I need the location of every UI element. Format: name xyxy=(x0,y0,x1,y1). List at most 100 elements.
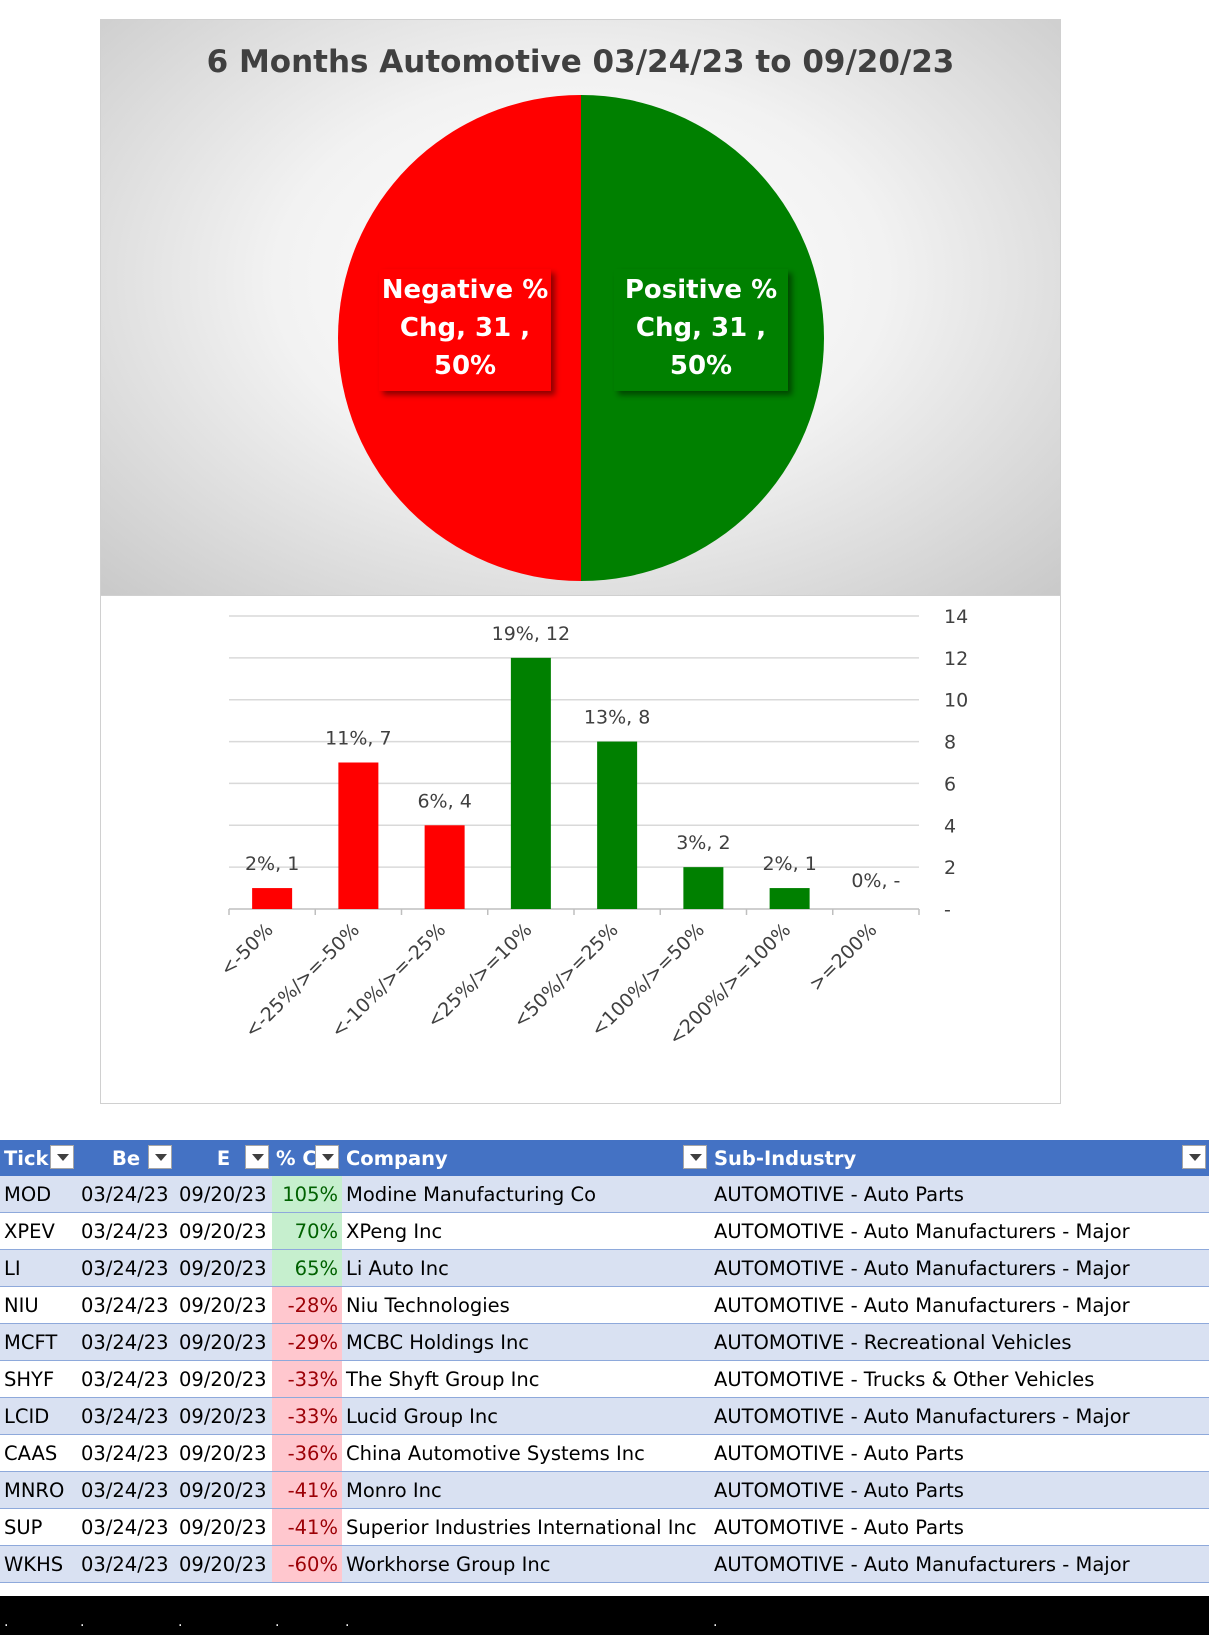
cell-sub-industry[interactable]: AUTOMOTIVE - Auto Manufacturers - Major xyxy=(710,1286,1209,1324)
filter-dropdown-icon[interactable] xyxy=(315,1145,339,1169)
cell-company[interactable]: Li Auto Inc xyxy=(342,1249,710,1287)
cell-sub-industry[interactable]: AUTOMOTIVE - Recreational Vehicles xyxy=(710,1323,1209,1361)
table-row[interactable]: LCID 03/24/23 09/20/23 -33% Lucid Group Inc A… xyxy=(0,1397,1209,1435)
cell-company[interactable]: Monro Inc xyxy=(342,1471,710,1509)
cell-begin-date[interactable]: 03/24/23 xyxy=(77,1434,175,1472)
bar-6 xyxy=(769,888,810,909)
cell-company[interactable]: China Automotive Systems Inc xyxy=(342,1434,710,1472)
cell-ticker[interactable]: MCFT xyxy=(0,1323,77,1361)
cell-sub-industry[interactable]: AUTOMOTIVE - Auto Manufacturers - Major xyxy=(710,1249,1209,1287)
cell-pct-change[interactable]: 70% xyxy=(272,1212,342,1250)
table-row[interactable]: SHYF 03/24/23 09/20/23 -33% The Shyft Group … xyxy=(0,1360,1209,1398)
cell-company[interactable]: Workhorse Group Inc xyxy=(342,1545,710,1583)
filter-dropdown-icon[interactable] xyxy=(245,1145,269,1169)
bar-data-label: 19%, 12 xyxy=(492,623,571,645)
cell-end-date[interactable]: 09/20/23 xyxy=(175,1212,272,1250)
cell-ticker[interactable]: NIU xyxy=(0,1286,77,1324)
cell-ticker[interactable]: WKHS xyxy=(0,1545,77,1583)
table-row[interactable]: XPEV 03/24/23 09/20/23 70% XPeng Inc AUTOMOTI… xyxy=(0,1212,1209,1250)
cell-begin-date[interactable]: 03/24/23 xyxy=(77,1545,175,1583)
cell-sub-industry[interactable]: AUTOMOTIVE - Auto Manufacturers - Major xyxy=(710,1212,1209,1250)
cell-ticker[interactable]: CAAS xyxy=(0,1434,77,1472)
cell-company[interactable]: XPeng Inc xyxy=(342,1212,710,1250)
table-row[interactable]: MOD 03/24/23 09/20/23 105% Modine Manufactur… xyxy=(0,1176,1209,1213)
cell-end-date[interactable]: 09/20/23 xyxy=(175,1286,272,1324)
cell-end-date[interactable]: 09/20/23 xyxy=(175,1545,272,1583)
pie-label-negative-line3: 50% xyxy=(434,351,496,381)
cell-begin-date[interactable]: 03/24/23 xyxy=(77,1508,175,1546)
cell-pct-change[interactable]: -60% xyxy=(272,1545,342,1583)
cell-pct-change[interactable]: 65% xyxy=(272,1249,342,1287)
cell-sub-industry[interactable]: AUTOMOTIVE - Auto Parts xyxy=(710,1176,1209,1213)
cell-pct-change[interactable]: -36% xyxy=(272,1434,342,1472)
cell-end-date[interactable]: 09/20/23 xyxy=(175,1360,272,1398)
table-row[interactable]: MCFT 03/24/23 09/20/23 -29% MCBC Holdings In… xyxy=(0,1323,1209,1361)
cell-company[interactable]: Superior Industries International Inc xyxy=(342,1508,710,1546)
header-end-label: E xyxy=(216,1146,231,1170)
bar-1 xyxy=(338,762,379,909)
cell-end-date[interactable]: 09/20/23 xyxy=(175,1508,272,1546)
cell-begin-date[interactable]: 03/24/23 xyxy=(77,1323,175,1361)
header-company[interactable]: Company xyxy=(342,1140,710,1176)
cell-sub-industry[interactable]: AUTOMOTIVE - Auto Manufacturers - Major xyxy=(710,1545,1209,1583)
cell-ticker[interactable]: SHYF xyxy=(0,1360,77,1398)
cell-pct-change[interactable]: -41% xyxy=(272,1508,342,1546)
table-row[interactable]: LI 03/24/23 09/20/23 65% Li Auto Inc AUTOMOTI… xyxy=(0,1249,1209,1287)
y-tick-label: 8 xyxy=(944,732,956,754)
table-row[interactable]: WKHS 03/24/23 09/20/23 -60% Workhorse Group … xyxy=(0,1545,1209,1583)
header-begin[interactable]: Be xyxy=(77,1140,175,1176)
bar-3 xyxy=(510,657,551,909)
filter-dropdown-icon[interactable] xyxy=(1182,1145,1206,1169)
table-row[interactable]: SUP 03/24/23 09/20/23 -41% Superior Industri… xyxy=(0,1508,1209,1546)
header-pct-change[interactable]: % C xyxy=(272,1140,342,1176)
cell-sub-industry[interactable]: AUTOMOTIVE - Trucks & Other Vehicles xyxy=(710,1360,1209,1398)
table-row[interactable]: NIU 03/24/23 09/20/23 -28% Niu Technologies A… xyxy=(0,1286,1209,1324)
cell-begin-date[interactable]: 03/24/23 xyxy=(77,1471,175,1509)
cell-company[interactable]: MCBC Holdings Inc xyxy=(342,1323,710,1361)
filter-dropdown-icon[interactable] xyxy=(50,1145,74,1169)
cell-company[interactable]: Lucid Group Inc xyxy=(342,1397,710,1435)
cell-begin-date[interactable]: 03/24/23 xyxy=(77,1360,175,1398)
cell-begin-date[interactable]: 03/24/23 xyxy=(77,1286,175,1324)
table-row[interactable]: MNRO 03/24/23 09/20/23 -41% Monro Inc AUTOMOT… xyxy=(0,1471,1209,1509)
cell-pct-change[interactable]: -29% xyxy=(272,1323,342,1361)
table-row[interactable]: CAAS 03/24/23 09/20/23 -36% China Automotive… xyxy=(0,1434,1209,1472)
cell-sub-industry[interactable]: AUTOMOTIVE - Auto Parts xyxy=(710,1471,1209,1509)
cell-sub-industry[interactable]: AUTOMOTIVE - Auto Parts xyxy=(710,1508,1209,1546)
cell-begin-date[interactable]: 03/24/23 xyxy=(77,1249,175,1287)
cell-company[interactable]: Niu Technologies xyxy=(342,1286,710,1324)
filter-dropdown-icon[interactable] xyxy=(148,1145,172,1169)
cell-begin-date[interactable]: 03/24/23 xyxy=(77,1212,175,1250)
cell-ticker[interactable]: LI xyxy=(0,1249,77,1287)
cell-company[interactable]: The Shyft Group Inc xyxy=(342,1360,710,1398)
cell-pct-change[interactable]: -33% xyxy=(272,1397,342,1435)
pie-label-positive-line3: 50% xyxy=(670,351,732,381)
cell-ticker[interactable]: LCID xyxy=(0,1397,77,1435)
cell-end-date[interactable]: 09/20/23 xyxy=(175,1434,272,1472)
x-category-label: >=200% xyxy=(805,919,881,995)
cell-begin-date[interactable]: 03/24/23 xyxy=(77,1397,175,1435)
cell-pct-change[interactable]: 105% xyxy=(272,1176,342,1213)
cell-end-date[interactable]: 09/20/23 xyxy=(175,1471,272,1509)
cell-pct-change[interactable]: -41% xyxy=(272,1471,342,1509)
cell-company[interactable]: Modine Manufacturing Co xyxy=(342,1176,710,1213)
cell-end-date[interactable]: 09/20/23 xyxy=(175,1397,272,1435)
bar-data-label: 6%, 4 xyxy=(417,790,471,812)
cell-end-date[interactable]: 09/20/23 xyxy=(175,1176,272,1213)
cell-pct-change[interactable]: -33% xyxy=(272,1360,342,1398)
cell-end-date[interactable]: 09/20/23 xyxy=(175,1323,272,1361)
cell-ticker[interactable]: MOD xyxy=(0,1176,77,1213)
header-sub-industry[interactable]: Sub-Industry xyxy=(710,1140,1209,1176)
cell-sub-industry[interactable]: AUTOMOTIVE - Auto Manufacturers - Major xyxy=(710,1397,1209,1435)
cell-pct-change[interactable]: -28% xyxy=(272,1286,342,1324)
filter-dropdown-icon[interactable] xyxy=(683,1145,707,1169)
header-ticker[interactable]: Tick xyxy=(0,1140,77,1176)
cell-sub-industry[interactable]: AUTOMOTIVE - Auto Parts xyxy=(710,1434,1209,1472)
cell-begin-date[interactable]: 03/24/23 xyxy=(77,1176,175,1213)
cell-ticker[interactable]: MNRO xyxy=(0,1471,77,1509)
cell-ticker[interactable]: XPEV xyxy=(0,1212,77,1250)
header-end[interactable]: E xyxy=(175,1140,272,1176)
cell-ticker[interactable]: SUP xyxy=(0,1508,77,1546)
cell-end-date[interactable]: 09/20/23 xyxy=(175,1249,272,1287)
